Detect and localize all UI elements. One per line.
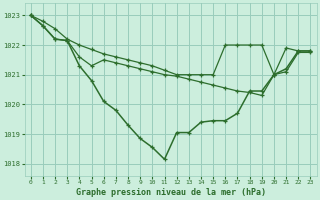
X-axis label: Graphe pression niveau de la mer (hPa): Graphe pression niveau de la mer (hPa) [76,188,266,197]
